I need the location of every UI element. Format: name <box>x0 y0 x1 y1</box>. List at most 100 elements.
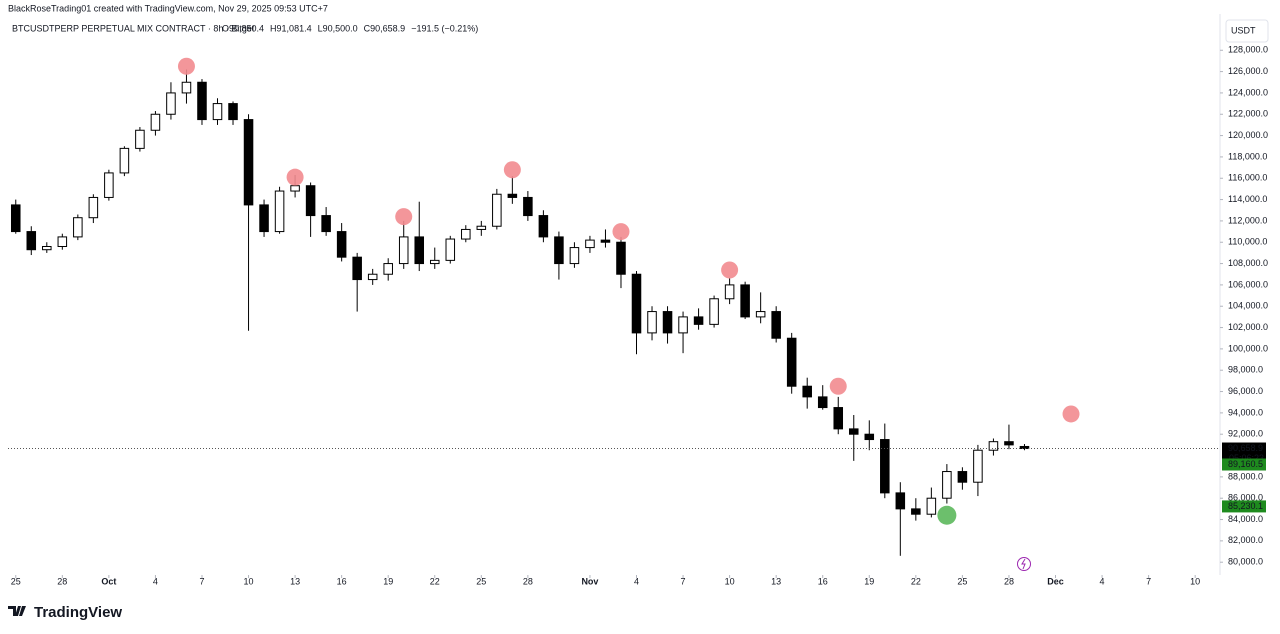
candle-body <box>135 129 145 149</box>
candle-body <box>166 92 176 115</box>
ohlc-label: C90,658.9 <box>364 23 406 33</box>
candle-body <box>429 259 440 265</box>
x-tick-label: 28 <box>57 576 67 586</box>
candle-body <box>631 273 642 334</box>
candle-body <box>926 497 937 515</box>
candle-body <box>243 119 254 206</box>
x-tick-label: 4 <box>634 576 639 586</box>
candle-body <box>740 284 750 318</box>
y-tick-label: 100,000.0 <box>1228 343 1268 353</box>
candle-body <box>880 439 890 494</box>
candle-body <box>492 193 502 227</box>
symbol: BTCUSDTPERP PERPETUAL MIX CONTRACT · 8h … <box>12 23 255 33</box>
candle-body <box>321 215 331 233</box>
y-tick-label: 126,000.0 <box>1228 66 1268 76</box>
candle-body <box>709 298 719 325</box>
ohlc-label: H91,081.4 <box>270 23 312 33</box>
candle-body <box>26 231 37 251</box>
candle-body <box>848 428 859 435</box>
candle-body <box>600 239 611 243</box>
price-label: 90,658.9 <box>1228 443 1263 453</box>
candle-body <box>476 225 487 230</box>
candle-body <box>119 147 130 174</box>
x-tick-label: 10 <box>244 576 254 586</box>
candle-body <box>352 256 362 281</box>
x-tick-label: 25 <box>476 576 486 586</box>
x-tick-label: 16 <box>337 576 347 586</box>
candle-body <box>1019 445 1030 450</box>
x-tick-label: 28 <box>523 576 533 586</box>
x-tick-label: 7 <box>681 576 686 586</box>
candle-body <box>755 311 766 318</box>
candle-body <box>802 385 812 398</box>
y-tick-label: 124,000.0 <box>1228 87 1268 97</box>
candle-body <box>942 471 952 499</box>
brand: TradingView <box>34 604 122 621</box>
price-tag <box>1222 500 1266 513</box>
candle-body <box>398 236 409 265</box>
candle-body <box>150 113 161 131</box>
candle-body <box>336 231 347 258</box>
y-tick-label: 116,000.0 <box>1228 173 1267 183</box>
price-tag <box>1222 458 1266 471</box>
alert-icon[interactable] <box>1017 557 1031 571</box>
x-tick-label: 25 <box>957 576 967 586</box>
ohlc-label: −191.5 (−0.21%) <box>411 23 478 33</box>
candle-body <box>554 236 564 265</box>
candle-body <box>693 316 704 325</box>
candle-body <box>57 236 68 248</box>
candle-body <box>538 215 549 238</box>
x-tick-label: 7 <box>1146 576 1151 586</box>
y-tick-label: 104,000.0 <box>1228 301 1268 311</box>
signal-marker <box>503 161 521 179</box>
candle-body <box>786 337 797 387</box>
candle-body <box>523 196 533 217</box>
candle-body <box>274 190 285 233</box>
candle-body <box>569 247 580 265</box>
ohlc-label: O90,850.4 <box>222 23 264 33</box>
candle-body <box>290 185 300 192</box>
ohlc-label: L90,500.0 <box>318 23 358 33</box>
candle-body <box>895 492 906 510</box>
candle-body <box>181 81 192 94</box>
y-tick-label: 110,000.0 <box>1228 237 1267 247</box>
price-label: 85,230.1 <box>1228 501 1263 511</box>
candle-body <box>616 241 626 275</box>
y-tick-label: 82,000.0 <box>1228 535 1263 545</box>
signal-marker <box>286 168 304 186</box>
candle-body <box>1004 441 1014 446</box>
x-tick-label: Dec <box>1047 576 1064 586</box>
candle-body <box>305 185 316 217</box>
candle-body <box>817 396 828 409</box>
candle-body <box>771 311 781 339</box>
x-tick-label: 13 <box>290 576 300 586</box>
x-tick-label: 16 <box>818 576 828 586</box>
y-tick-label: 122,000.0 <box>1228 109 1268 119</box>
currency: USDT <box>1231 25 1256 35</box>
candle-body <box>42 246 52 251</box>
signal-marker <box>612 223 630 241</box>
x-tick-label: 10 <box>1190 576 1200 586</box>
currency-box[interactable] <box>1225 19 1269 43</box>
x-tick-label: 7 <box>199 576 204 586</box>
candle-body <box>724 284 735 300</box>
x-tick-label: 13 <box>771 576 781 586</box>
candle-body <box>10 204 21 233</box>
signal-marker <box>721 261 739 279</box>
candle-body <box>988 441 999 451</box>
candle-body <box>228 103 238 121</box>
x-tick-label: 10 <box>725 576 735 586</box>
y-tick-label: 94,000.0 <box>1228 407 1263 417</box>
price-label: 89,160.5 <box>1228 459 1263 469</box>
signal-marker <box>829 377 847 395</box>
header: BlackRoseTrading01 created with TradingV… <box>8 3 328 13</box>
candle-body <box>367 273 378 281</box>
x-tick-label: 4 <box>153 576 158 586</box>
candle-body <box>445 238 456 261</box>
y-tick-label: 80,000.0 <box>1228 557 1263 567</box>
y-tick-label: 120,000.0 <box>1228 130 1268 140</box>
x-tick-label: Nov <box>581 576 598 586</box>
x-tick-label: 22 <box>911 576 921 586</box>
candle-body <box>957 471 968 483</box>
